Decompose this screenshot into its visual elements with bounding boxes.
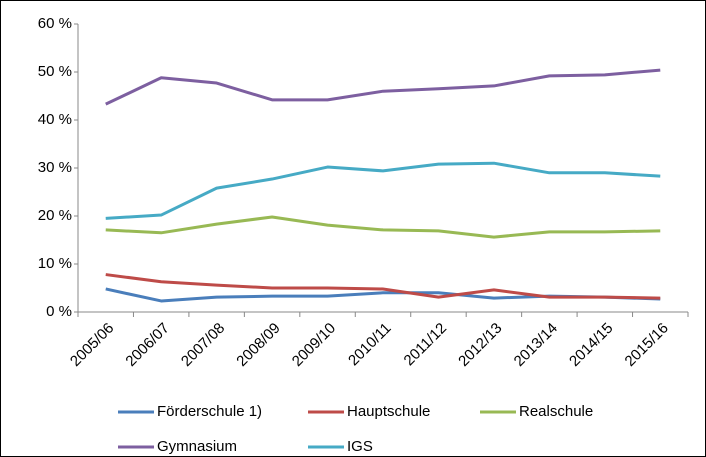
legend-label: Realschule xyxy=(519,403,593,420)
series-line xyxy=(105,273,661,300)
y-tick-label: 20 % xyxy=(38,207,72,224)
series-line xyxy=(105,215,661,239)
legend-label: Förderschule 1) xyxy=(157,403,262,420)
legend-label: IGS xyxy=(347,438,373,455)
y-tick-label: 30 % xyxy=(38,159,72,176)
legend-label: Hauptschule xyxy=(347,403,430,420)
y-tick-label: 60 % xyxy=(38,15,72,32)
y-tick-label: 10 % xyxy=(38,255,72,272)
y-tick-label: 0 % xyxy=(46,303,72,320)
series-line xyxy=(105,161,661,220)
y-tick-label: 50 % xyxy=(38,63,72,80)
legend-label: Gymnasium xyxy=(157,438,237,455)
y-tick-label: 40 % xyxy=(38,111,72,128)
series-line xyxy=(105,68,661,106)
